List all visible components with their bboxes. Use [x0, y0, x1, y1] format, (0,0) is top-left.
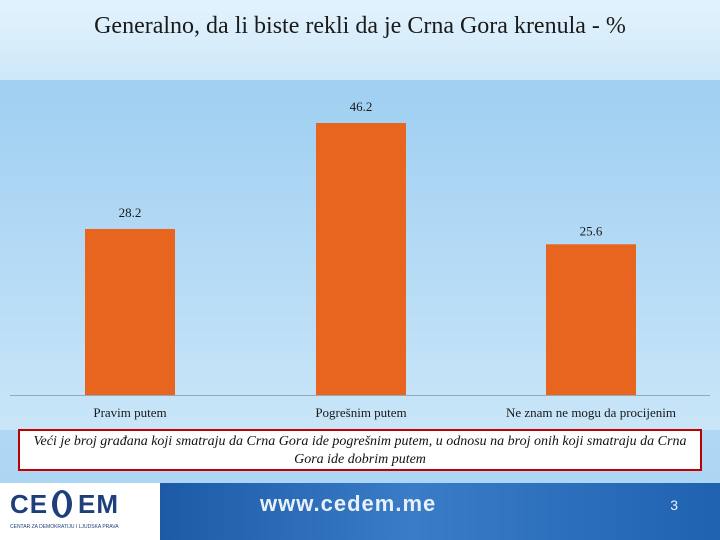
- bar-chart: 28.2 Pravim putem 46.2 Pogrešnim putem 25.6 N…: [10, 99, 710, 420]
- bar-2: [316, 123, 406, 395]
- category-label-1: Pravim putem: [93, 405, 166, 420]
- title-band: [0, 0, 720, 80]
- data-label-3: 25.6: [580, 223, 603, 238]
- cedem-logo: CE EM CENTAR ZA DEMOKRATIJU I LJUDSKA PR…: [0, 483, 160, 540]
- logo-emblem-icon: [52, 490, 72, 518]
- chart-title: Generalno, da li biste rekli da je Crna …: [94, 13, 626, 39]
- category-label-3: Ne znam ne mogu da procijenim: [506, 405, 676, 420]
- url-bar: www.cedem.me 3: [160, 483, 720, 540]
- page-number: 3: [670, 497, 678, 513]
- category-label-2: Pogrešnim putem: [315, 405, 406, 420]
- bar-3: [546, 244, 636, 395]
- website-link[interactable]: www.cedem.me: [260, 491, 437, 516]
- data-label-2: 46.2: [350, 99, 373, 114]
- footer: CE EM CENTAR ZA DEMOKRATIJU I LJUDSKA PR…: [0, 483, 720, 540]
- data-label-1: 28.2: [119, 205, 142, 220]
- logo-subtitle: CENTAR ZA DEMOKRATIJU I LJUDSKA PRAVA: [10, 524, 119, 530]
- logo-text-right: EM: [78, 489, 119, 519]
- logo-text-left: CE: [10, 489, 49, 519]
- conclusion-note: Veći je broj građana koji smatraju da Cr…: [18, 429, 702, 471]
- bar-1: [85, 228, 175, 395]
